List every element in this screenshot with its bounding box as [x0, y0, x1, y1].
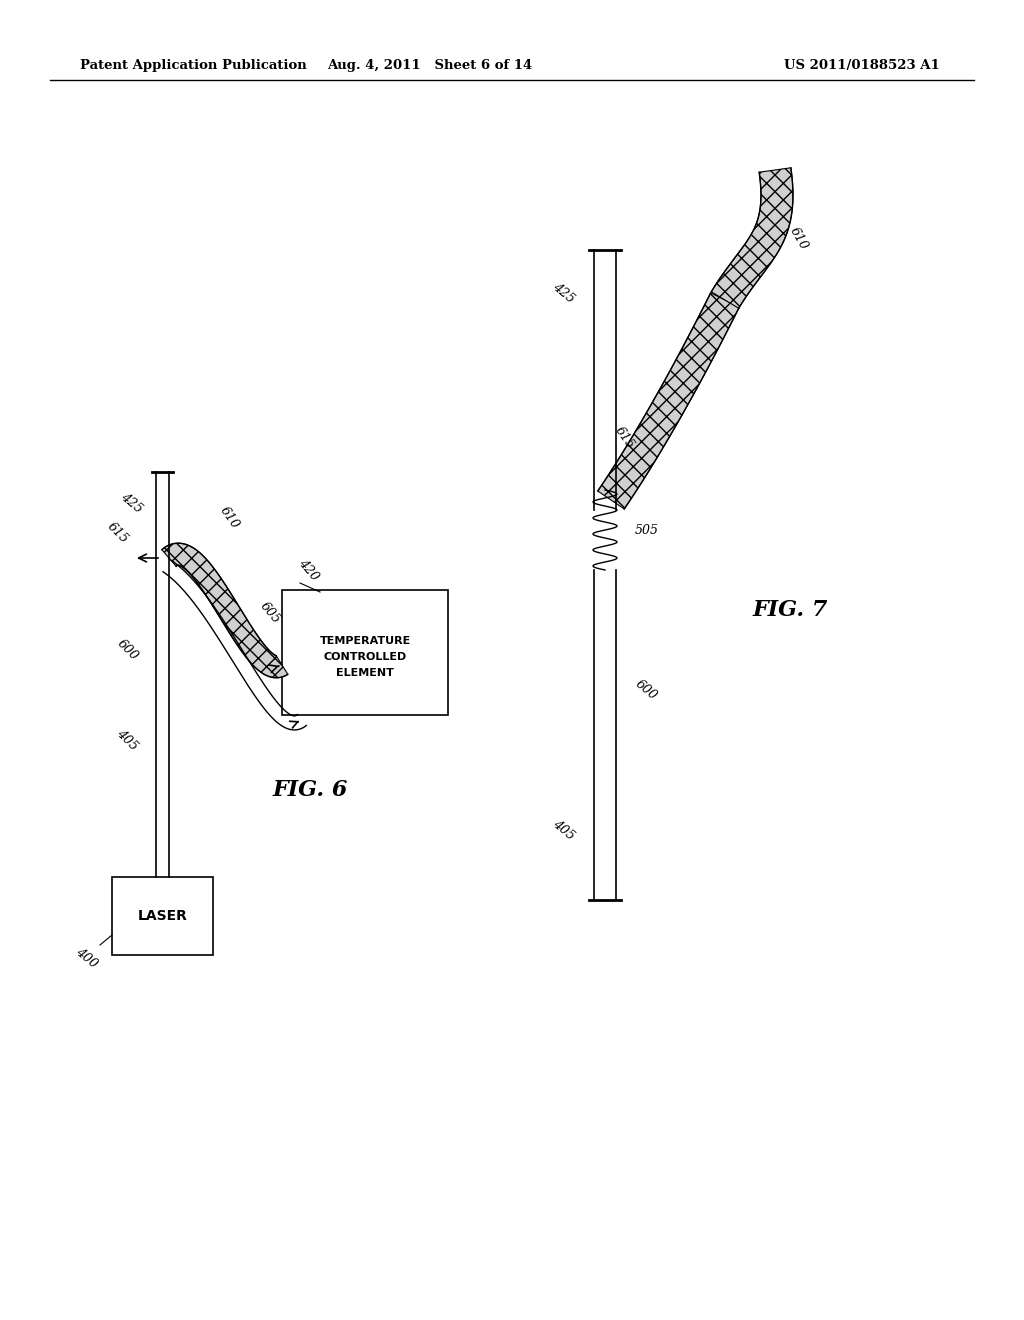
Text: FIG. 6: FIG. 6 — [272, 779, 348, 801]
Text: 610: 610 — [217, 504, 242, 532]
Text: TEMPERATURE: TEMPERATURE — [319, 635, 411, 645]
Text: LASER: LASER — [137, 909, 187, 923]
Text: 605: 605 — [257, 599, 283, 627]
Polygon shape — [162, 543, 288, 677]
Text: 600: 600 — [633, 677, 659, 702]
Text: CONTROLLED: CONTROLLED — [324, 652, 407, 661]
Polygon shape — [712, 168, 793, 309]
Text: US 2011/0188523 A1: US 2011/0188523 A1 — [784, 58, 940, 71]
Text: 405: 405 — [115, 727, 140, 754]
Text: 505: 505 — [635, 524, 659, 536]
Text: 610: 610 — [787, 224, 810, 252]
Text: FIG. 7: FIG. 7 — [753, 599, 827, 620]
Polygon shape — [598, 293, 739, 510]
Text: ELEMENT: ELEMENT — [336, 668, 394, 677]
Text: 425: 425 — [118, 490, 144, 515]
Text: Patent Application Publication: Patent Application Publication — [80, 58, 307, 71]
Text: 425: 425 — [550, 280, 577, 305]
Text: 615: 615 — [612, 425, 637, 451]
Bar — [282, 590, 449, 715]
Text: 400: 400 — [74, 945, 100, 970]
Text: 405: 405 — [550, 817, 577, 842]
Bar — [112, 876, 213, 954]
Text: 615: 615 — [104, 520, 130, 546]
Text: 420: 420 — [296, 556, 322, 583]
Text: Aug. 4, 2011   Sheet 6 of 14: Aug. 4, 2011 Sheet 6 of 14 — [328, 58, 532, 71]
Text: 600: 600 — [115, 638, 140, 663]
